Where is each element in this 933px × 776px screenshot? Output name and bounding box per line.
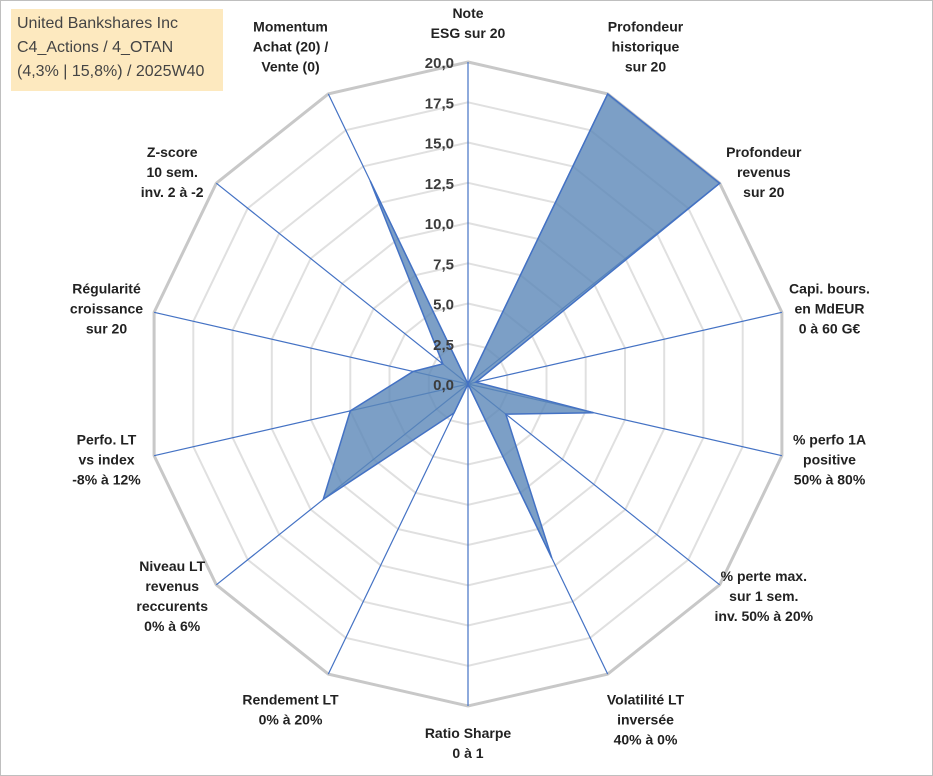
axis-label-9-line-2: reccurents — [136, 598, 208, 614]
tick-label-1: 2,5 — [433, 337, 454, 354]
tick-label-7: 17,5 — [425, 95, 454, 112]
axis-label-10-line-1: vs index — [78, 452, 134, 468]
performance-line: (4,3% | 15,8%) / 2025W40 — [17, 63, 205, 80]
axis-label-12-line-0: Z-score — [147, 144, 198, 160]
axis-label-6-line-0: Volatilité LT — [607, 691, 685, 707]
axis-label-4-line-0: % perfo 1A — [793, 432, 866, 448]
axis-label-5-line-2: inv. 50% à 20% — [715, 608, 814, 624]
axis-label-1-line-2: sur 20 — [625, 59, 666, 75]
axis-label-10-line-0: Perfo. LT — [77, 432, 137, 448]
axis-label-3-line-2: 0 à 60 G€ — [799, 320, 861, 336]
tick-label-8: 20,0 — [425, 55, 454, 72]
axis-label-1-line-0: Profondeur — [608, 19, 684, 35]
tick-label-2: 5,0 — [433, 297, 454, 314]
company-name: United Bankshares Inc — [17, 15, 178, 32]
axis-label-11-line-2: sur 20 — [86, 320, 127, 336]
tick-label-4: 10,0 — [425, 216, 454, 233]
chart-title-box: United Bankshares Inc C4_Actions / 4_OTA… — [11, 9, 223, 91]
axis-label-7-line-0: Ratio Sharpe — [425, 725, 512, 741]
series-area — [321, 92, 721, 559]
axis-spoke-5 — [467, 383, 721, 586]
axis-label-2-line-2: sur 20 — [743, 184, 784, 200]
axis-label-4-line-2: 50% à 80% — [794, 472, 866, 488]
axis-label-1-line-1: historique — [612, 39, 680, 55]
axis-label-3-line-0: Capi. bours. — [789, 280, 870, 296]
axis-label-12-line-1: 10 sem. — [147, 164, 198, 180]
axis-label-9-line-3: 0% à 6% — [144, 618, 201, 634]
axis-label-8-line-0: Rendement LT — [242, 691, 339, 707]
axis-label-11-line-0: Régularité — [72, 280, 141, 296]
axis-label-0-line-0: Note — [452, 5, 483, 21]
axis-label-5-line-0: % perte max. — [721, 568, 807, 584]
axis-spoke-8 — [327, 383, 469, 675]
radar-series — [321, 92, 721, 559]
axis-label-13-line-2: Vente (0) — [261, 59, 319, 75]
category-line: C4_Actions / 4_OTAN — [17, 39, 174, 56]
axis-label-0-line-1: ESG sur 20 — [431, 25, 506, 41]
axis-label-10-line-2: -8% à 12% — [72, 472, 141, 488]
axis-label-3-line-1: en MdEUR — [795, 300, 865, 316]
radar-tick-labels: 0,0 2,5 5,0 7,5 10,0 12,5 15,0 17,5 20,0 — [425, 55, 454, 394]
axis-label-2-line-1: revenus — [737, 164, 791, 180]
axis-label-13-line-1: Achat (20) / — [253, 39, 329, 55]
axis-label-13-line-0: Momentum — [253, 19, 328, 35]
axis-label-12-line-2: inv. 2 à -2 — [141, 184, 204, 200]
axis-label-9-line-1: revenus — [145, 578, 199, 594]
tick-label-0: 0,0 — [433, 377, 454, 394]
axis-label-5-line-1: sur 1 sem. — [729, 588, 798, 604]
axis-spoke-3 — [467, 311, 783, 385]
axis-label-9-line-0: Niveau LT — [139, 558, 205, 574]
axis-label-7-line-1: 0 à 1 — [452, 745, 483, 761]
radar-axis-labels: Note ESG sur 20 Profondeur historique sur 20… — [70, 5, 870, 761]
axis-label-6-line-2: 40% à 0% — [614, 731, 678, 747]
axis-label-11-line-1: croissance — [70, 300, 143, 316]
axis-label-2-line-0: Profondeur — [726, 144, 802, 160]
tick-label-6: 15,0 — [425, 136, 454, 153]
tick-label-5: 12,5 — [425, 176, 454, 193]
axis-label-4-line-1: positive — [803, 452, 856, 468]
axis-label-6-line-1: inversée — [617, 711, 674, 727]
axis-spoke-12 — [215, 182, 469, 385]
axis-label-8-line-1: 0% à 20% — [259, 711, 323, 727]
tick-label-3: 7,5 — [433, 256, 454, 273]
